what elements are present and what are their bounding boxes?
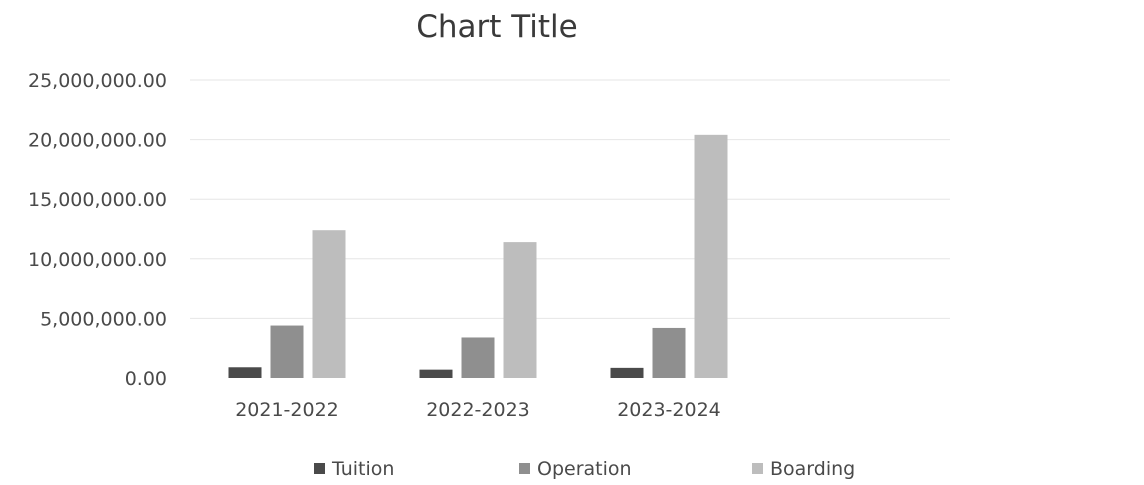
chart-title: Chart Title [416, 9, 577, 45]
legend-item-boarding: Boarding [752, 458, 855, 480]
bar-operation-2022-2023 [461, 337, 495, 378]
bar-boarding-2021-2022 [312, 230, 346, 378]
gridlines [190, 79, 950, 319]
legend-label: Operation [537, 458, 632, 480]
bar-operation-2021-2022 [270, 325, 304, 378]
y-tick-label: 25,000,000.00 [28, 70, 167, 92]
bar-tuition-2023-2024 [610, 367, 644, 378]
legend: Tuition Operation Boarding [314, 458, 855, 480]
legend-label: Tuition [331, 458, 394, 480]
x-tick-label: 2023-2024 [617, 399, 721, 421]
legend-item-tuition: Tuition [314, 458, 394, 480]
legend-item-operation: Operation [519, 458, 632, 480]
legend-label: Boarding [770, 458, 855, 480]
legend-swatch [519, 463, 530, 474]
y-axis: 0.00 5,000,000.00 10,000,000.00 15,000,000.… [28, 70, 167, 390]
x-tick-label: 2021-2022 [235, 399, 339, 421]
bar-boarding-2023-2024 [694, 134, 728, 378]
bars [228, 134, 728, 378]
y-tick-label: 5,000,000.00 [40, 308, 167, 330]
legend-swatch [314, 463, 325, 474]
bar-tuition-2022-2023 [419, 369, 453, 378]
y-tick-label: 15,000,000.00 [28, 189, 167, 211]
bar-boarding-2022-2023 [503, 242, 537, 378]
x-tick-label: 2022-2023 [426, 399, 530, 421]
y-tick-label: 0.00 [125, 368, 167, 390]
bar-operation-2023-2024 [652, 327, 686, 378]
legend-swatch [752, 463, 763, 474]
y-tick-label: 20,000,000.00 [28, 130, 167, 152]
bar-tuition-2021-2022 [228, 367, 262, 378]
y-tick-label: 10,000,000.00 [28, 249, 167, 271]
x-axis: 2021-2022 2022-2023 2023-2024 [235, 399, 721, 421]
